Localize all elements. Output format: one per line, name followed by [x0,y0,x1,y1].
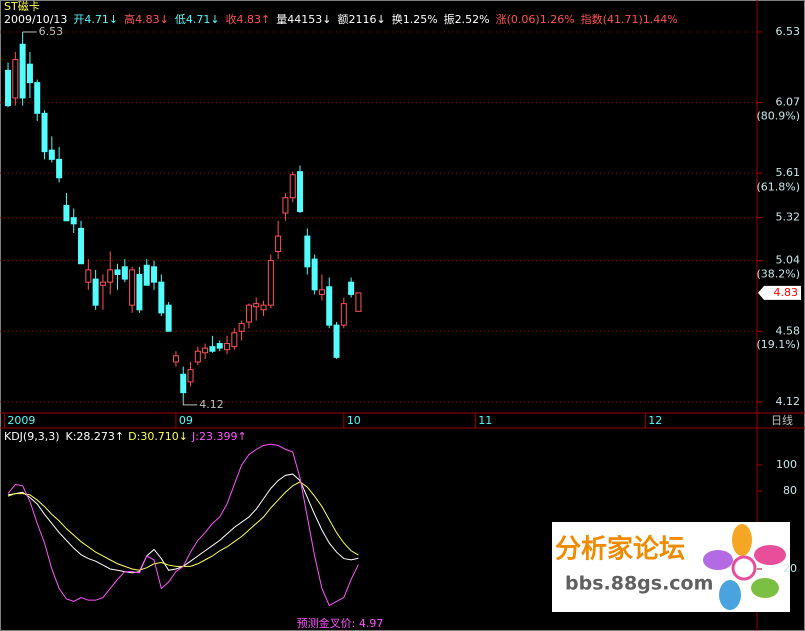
stock-name: ST磁卡 [4,0,40,13]
candle-body [231,332,238,348]
ratio-label: (80.9%) [756,110,800,123]
candle-body [340,303,347,326]
candle-body [41,112,48,153]
ratio-label: (19.1%) [756,338,800,351]
header-item: 振2.52% [444,12,490,26]
cross-note: 预测金叉价: 4.97 [297,616,384,630]
candle-body [99,281,106,286]
candle-body [5,69,12,107]
candle-body [260,304,267,311]
candle-body [143,264,150,286]
candle-body [275,235,282,252]
candle-body [114,269,121,275]
y-tick-label: 20 [783,562,797,575]
candle-body [151,266,158,283]
flower-logo [703,524,786,610]
y-tick-label: 100 [776,458,797,471]
watermark-url: bbs.88gs.com [565,573,713,595]
candle-body [253,303,260,308]
x-tick-label: 12 [648,414,662,427]
legend-entry: J:23.399↑ [191,430,247,443]
candle-body [348,281,355,295]
candle-body [282,197,289,214]
header-item: 2009/10/13 [4,13,67,26]
extreme-pointer [182,401,198,406]
watermark-title: 分析家论坛 [555,534,685,565]
candle-body [333,324,340,358]
candle-body [12,59,19,99]
candle-body [136,273,143,311]
candle-body [326,286,333,326]
candle-body [187,369,194,383]
header-item: 低4.71↓ [175,13,220,26]
extreme-label: 6.53 [39,25,64,38]
y-tick-label: 6.07 [776,96,801,109]
header-item: 涨(0.06)1.26% [496,13,575,26]
header-item: 开4.71↓ [73,13,118,26]
y-tick-label: 4.12 [776,395,801,408]
candle-body [78,227,85,265]
candle-body [289,174,296,199]
x-tick-label: 09 [179,414,193,427]
y-tick-label: 5.61 [776,166,801,179]
candle-body [304,235,311,268]
header-item: 收4.83↑ [226,12,271,26]
watermark: 分析家论坛 bbs.88gs.com [552,522,790,612]
y-tick-label: 5.04 [776,254,801,267]
candle-body [194,350,201,363]
ratio-label: (61.8%) [756,180,800,193]
extreme-label: 4.12 [199,398,224,411]
candle-body [311,258,318,291]
candle-body [245,304,252,323]
y-tick-label: 6.53 [776,25,801,38]
candle-body [267,260,274,306]
x-tick-label: 2009 [7,414,35,427]
candle-body [19,43,26,99]
indicator-title: KDJ(9,3,3) [4,430,60,443]
candle-body [238,323,245,332]
candle-body [92,278,99,306]
header-item: 额2116↓ [338,13,386,26]
candle-body [165,304,172,332]
candle-body [180,373,187,394]
candle-body [70,217,77,225]
candle-body [355,292,362,312]
kdj-line [7,443,359,607]
candle-body [129,269,136,306]
x-tick-label: 11 [478,414,492,427]
y-tick-label: 5.32 [776,211,801,224]
candle-body [26,63,33,84]
price-tag [758,285,801,300]
y-tick-label: 80 [783,484,797,497]
candle-body [34,82,41,114]
candle-body [172,355,179,363]
legend-entry: K:28.273↑ [66,430,125,443]
candle-body [158,281,165,314]
candle-body [318,289,325,295]
candle-body [121,266,128,280]
candle-body [297,171,304,213]
period-label: 日线 [771,413,793,427]
y-tick-label: 4.58 [776,324,801,337]
candle-body [107,269,114,283]
ratio-label: (38.2%) [756,268,800,281]
candle-body [209,346,216,352]
candle-body [85,269,92,283]
candle-body [63,204,70,222]
candle-body [48,149,55,160]
candle-body [56,158,63,179]
candle-body [216,343,223,349]
header-item: 量44153↓ [276,13,331,26]
x-tick-label: 10 [347,414,361,427]
candle-body [202,347,209,354]
legend-entry: D:30.710↓ [128,430,188,443]
header-item: 指数(41.71)1.44% [581,12,678,26]
header-item: 换1.25% [392,12,438,26]
candle-body [224,343,231,351]
header-item: 高4.83↓ [124,12,169,26]
price-tag-label: 4.83 [774,286,799,299]
